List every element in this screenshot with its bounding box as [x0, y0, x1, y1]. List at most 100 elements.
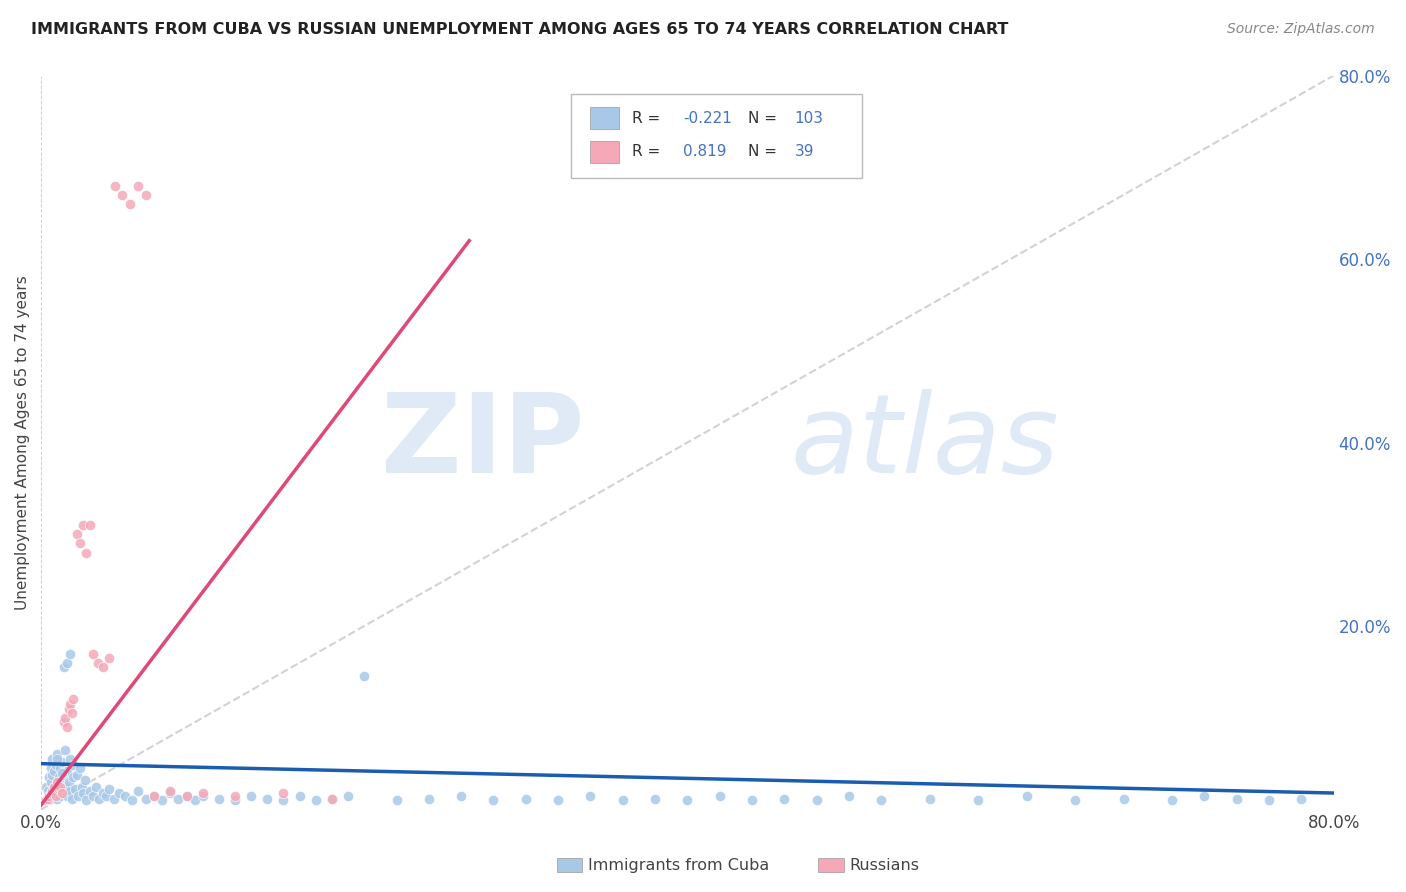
- Point: [62, 771, 84, 785]
- Text: N =: N =: [748, 145, 778, 160]
- Point: [58, 701, 80, 715]
- Point: [94, 789, 117, 803]
- Point: [482, 793, 505, 807]
- Point: [45, 789, 67, 803]
- Y-axis label: Unemployment Among Ages 65 to 74 years: Unemployment Among Ages 65 to 74 years: [15, 275, 30, 610]
- Point: [52, 715, 75, 730]
- Point: [273, 793, 295, 807]
- Point: [104, 178, 127, 193]
- Point: [53, 711, 76, 725]
- Text: Source: ZipAtlas.com: Source: ZipAtlas.com: [1227, 22, 1375, 37]
- Point: [37, 791, 59, 805]
- Point: [45, 758, 67, 772]
- Point: [224, 793, 246, 807]
- Point: [45, 786, 67, 800]
- Point: [39, 786, 62, 800]
- Point: [48, 782, 70, 797]
- Text: 103: 103: [794, 111, 824, 126]
- Point: [143, 789, 166, 803]
- Point: [84, 780, 107, 794]
- Point: [579, 789, 602, 803]
- Point: [111, 187, 134, 202]
- Point: [321, 791, 343, 805]
- Point: [60, 791, 83, 805]
- Point: [38, 789, 60, 803]
- Point: [709, 789, 731, 803]
- Point: [288, 789, 311, 803]
- Point: [353, 669, 375, 683]
- Point: [741, 793, 763, 807]
- Point: [98, 782, 121, 797]
- Point: [547, 793, 569, 807]
- Point: [127, 178, 149, 193]
- Point: [51, 765, 73, 780]
- Point: [41, 784, 63, 798]
- Point: [51, 777, 73, 791]
- Text: Immigrants from Cuba: Immigrants from Cuba: [588, 858, 769, 872]
- Point: [46, 747, 69, 762]
- Text: N =: N =: [748, 111, 778, 126]
- Point: [191, 786, 214, 800]
- Point: [46, 775, 69, 789]
- Point: [918, 791, 941, 805]
- Point: [86, 656, 108, 670]
- Text: R =: R =: [631, 145, 659, 160]
- Point: [60, 706, 83, 721]
- Point: [37, 784, 59, 798]
- Point: [176, 789, 198, 803]
- Point: [59, 752, 82, 766]
- Point: [135, 791, 157, 805]
- Text: atlas: atlas: [790, 389, 1059, 496]
- Point: [42, 764, 65, 778]
- Point: [1226, 791, 1249, 805]
- Text: -0.221: -0.221: [683, 111, 733, 126]
- Point: [89, 791, 111, 805]
- Point: [66, 527, 89, 541]
- Point: [1258, 793, 1281, 807]
- Point: [167, 791, 190, 805]
- Point: [82, 647, 104, 661]
- Point: [51, 786, 73, 800]
- Point: [39, 761, 62, 775]
- Point: [56, 656, 79, 670]
- Point: [91, 786, 114, 800]
- Point: [41, 784, 63, 798]
- Point: [450, 789, 472, 803]
- Bar: [591, 107, 619, 129]
- Point: [176, 789, 198, 803]
- Point: [53, 780, 76, 794]
- Text: ZIP: ZIP: [381, 389, 583, 496]
- Point: [183, 793, 205, 807]
- Point: [612, 793, 634, 807]
- Bar: [591, 141, 619, 163]
- Point: [159, 784, 181, 798]
- Point: [208, 791, 231, 805]
- Point: [49, 789, 72, 803]
- Point: [418, 791, 440, 805]
- Point: [49, 761, 72, 775]
- Point: [56, 720, 79, 734]
- Point: [59, 784, 82, 798]
- Point: [143, 789, 166, 803]
- Text: Russians: Russians: [849, 858, 920, 872]
- Point: [191, 789, 214, 803]
- Point: [337, 789, 360, 803]
- Point: [79, 784, 101, 798]
- Point: [135, 187, 157, 202]
- Point: [52, 660, 75, 674]
- Point: [82, 789, 104, 803]
- Point: [51, 755, 73, 769]
- Point: [59, 697, 82, 711]
- Point: [38, 771, 60, 785]
- Point: [1064, 793, 1087, 807]
- Point: [838, 789, 860, 803]
- Point: [42, 780, 65, 794]
- Point: [967, 793, 990, 807]
- Point: [273, 786, 295, 800]
- Point: [46, 775, 69, 789]
- Point: [127, 784, 149, 798]
- Point: [48, 782, 70, 797]
- Point: [103, 791, 125, 805]
- Point: [52, 786, 75, 800]
- Point: [69, 761, 91, 775]
